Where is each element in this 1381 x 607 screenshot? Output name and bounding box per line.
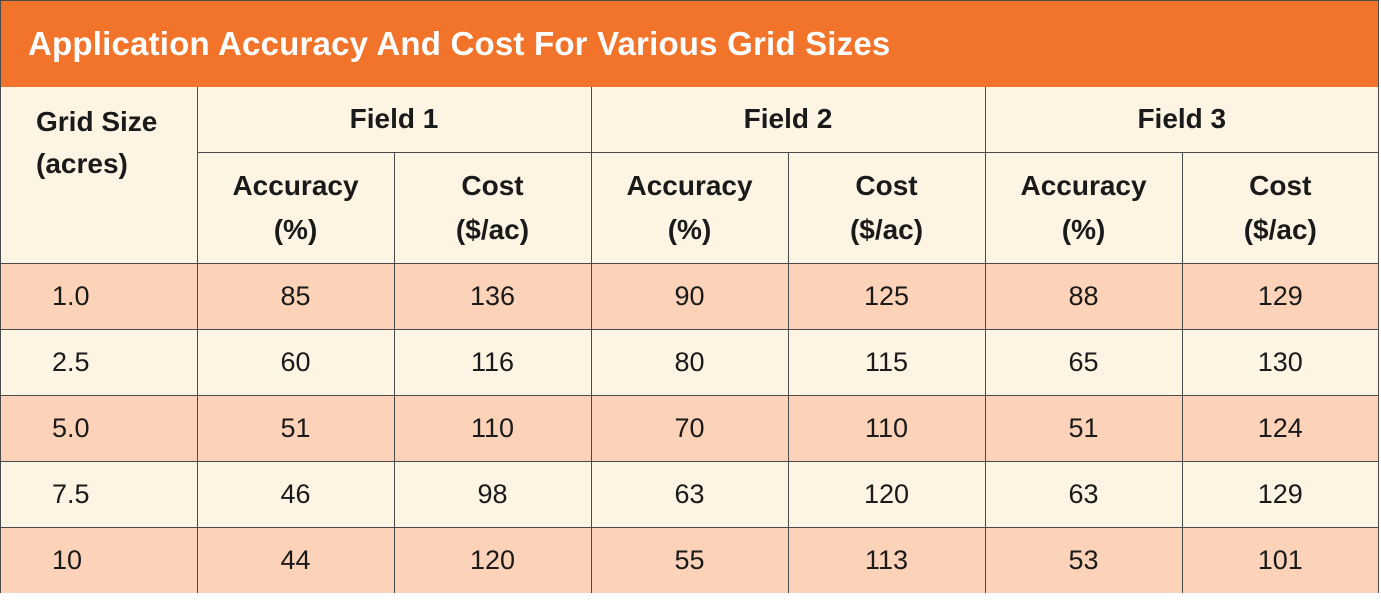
field-3-accuracy-cell: 63 [984, 460, 1183, 528]
field-2-accuracy-header: Accuracy (%) [590, 151, 789, 264]
grid-size-header-line1: Grid Size [36, 106, 158, 137]
table-title: Application Accuracy And Cost For Variou… [28, 25, 891, 62]
field-3-cost-cell: 130 [1181, 328, 1379, 396]
field-2-cost-header: Cost ($/ac) [787, 151, 986, 264]
cost-header-line1: Cost [1249, 169, 1312, 201]
cost-header-line2: ($/ac) [849, 213, 924, 245]
grid-size-header-line2: (acres) [36, 148, 128, 179]
field-2-cost-cell: 110 [787, 394, 986, 462]
accuracy-header-line1: Accuracy [232, 169, 359, 201]
field-3-accuracy-cell: 88 [984, 262, 1183, 330]
table-row: 5.0 51 110 70 110 51 124 [1, 394, 1379, 462]
field-1-cost-cell: 116 [393, 328, 592, 396]
cost-header-line1: Cost [855, 169, 918, 201]
field-2-cost-cell: 113 [787, 526, 986, 593]
field-3-accuracy-cell: 65 [984, 328, 1183, 396]
accuracy-header-line2: (%) [273, 213, 318, 245]
cost-header-line1: Cost [461, 169, 524, 201]
field-3-cost-cell: 124 [1181, 394, 1379, 462]
accuracy-header-line2: (%) [667, 213, 712, 245]
field-3-cost-cell: 129 [1181, 262, 1379, 330]
cost-header-line2: ($/ac) [1243, 213, 1317, 245]
field-2-header: Field 2 [590, 87, 986, 153]
grid-size-cell: 2.5 [1, 328, 198, 396]
field-3-cost-cell: 101 [1181, 526, 1379, 593]
field-1-accuracy-cell: 60 [196, 328, 395, 396]
field-3-accuracy-cell: 53 [984, 526, 1183, 593]
field-1-accuracy-header: Accuracy (%) [197, 151, 395, 264]
table-row: 1.0 85 136 90 125 88 129 [1, 262, 1379, 330]
grid-size-header: Grid Size (acres) [1, 87, 198, 264]
field-2-accuracy-cell: 90 [590, 262, 789, 330]
field-1-cost-cell: 120 [393, 526, 592, 593]
field-1-accuracy-cell: 46 [196, 460, 395, 528]
field-1-accuracy-cell: 85 [196, 262, 395, 330]
table-row: 10 44 120 55 113 53 101 [1, 526, 1379, 593]
field-1-accuracy-cell: 44 [196, 526, 395, 593]
table-row: 2.5 60 116 80 115 65 130 [1, 328, 1379, 396]
field-2-cost-cell: 115 [787, 328, 986, 396]
cost-header-line2: ($/ac) [455, 213, 530, 245]
field-1-cost-cell: 110 [393, 394, 592, 462]
table-row: 7.5 46 98 63 120 63 129 [1, 460, 1379, 528]
field-3-accuracy-header: Accuracy (%) [984, 151, 1183, 264]
header-row-metrics: Accuracy (%) Cost ($/ac) Accuracy (%) Co… [1, 151, 1379, 264]
field-3-cost-cell: 129 [1181, 460, 1379, 528]
field-2-cost-cell: 120 [787, 460, 986, 528]
accuracy-header-line1: Accuracy [626, 169, 753, 201]
accuracy-cost-table-frame: Application Accuracy And Cost For Variou… [0, 0, 1379, 593]
field-2-accuracy-cell: 55 [590, 526, 789, 593]
field-3-header: Field 3 [984, 87, 1379, 153]
field-2-accuracy-cell: 70 [590, 394, 789, 462]
field-3-cost-header: Cost ($/ac) [1181, 151, 1379, 264]
grid-size-cell: 1.0 [1, 262, 198, 330]
field-3-accuracy-cell: 51 [984, 394, 1183, 462]
header-row-fields: Grid Size (acres) Field 1 Field 2 Field … [1, 87, 1379, 264]
accuracy-header-line2: (%) [1061, 213, 1106, 245]
field-1-header: Field 1 [196, 87, 592, 153]
title-bar: Application Accuracy And Cost For Variou… [1, 1, 1378, 87]
field-2-accuracy-cell: 80 [590, 328, 789, 396]
accuracy-header-line1: Accuracy [1020, 169, 1147, 201]
field-2-cost-cell: 125 [787, 262, 986, 330]
accuracy-cost-table: Grid Size (acres) Field 1 Field 2 Field … [1, 87, 1379, 593]
field-2-accuracy-cell: 63 [590, 460, 789, 528]
field-1-cost-header: Cost ($/ac) [393, 151, 592, 264]
grid-size-cell: 10 [1, 526, 198, 593]
grid-size-cell: 5.0 [1, 394, 198, 462]
field-1-accuracy-cell: 51 [196, 394, 395, 462]
grid-size-cell: 7.5 [1, 460, 198, 528]
field-1-cost-cell: 136 [393, 262, 592, 330]
field-1-cost-cell: 98 [393, 460, 592, 528]
